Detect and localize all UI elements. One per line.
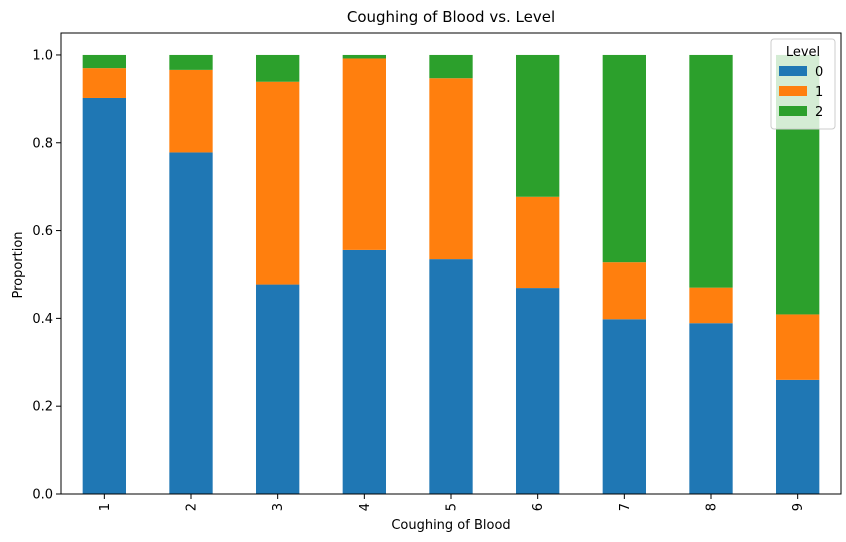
bar-cat-7-level-2 <box>602 54 646 263</box>
legend-label-1: 1 <box>815 85 823 100</box>
x-tick-label: 6 <box>531 503 546 511</box>
bar-cat-6-level-0 <box>516 288 560 494</box>
bar-cat-2-level-0 <box>169 152 213 494</box>
x-axis-label: Coughing of Blood <box>391 518 510 533</box>
x-tick-label: 4 <box>358 503 373 511</box>
bar-cat-6-level-1 <box>516 196 560 289</box>
y-tick-label: 0.6 <box>32 224 53 239</box>
bar-cat-7-level-0 <box>602 319 646 494</box>
bar-cat-1-level-0 <box>82 97 126 494</box>
x-tick-label: 9 <box>791 503 806 511</box>
bar-cat-3-level-1 <box>256 81 300 285</box>
y-tick-label: 0.8 <box>32 136 53 151</box>
x-axis: 1 2 3 4 5 6 7 8 9 <box>98 494 806 511</box>
bar-cat-8-level-2 <box>689 54 733 288</box>
x-tick-label: 5 <box>445 503 460 511</box>
bar-cat-1-level-1 <box>82 68 126 98</box>
bar-cat-4-level-0 <box>342 249 386 494</box>
bar-cat-2-level-2 <box>169 54 213 70</box>
legend-swatch-2 <box>779 106 807 116</box>
y-tick-label: 0.2 <box>32 400 53 415</box>
bar-cat-3-level-0 <box>256 284 300 494</box>
chart-title: Coughing of Blood vs. Level <box>347 8 555 26</box>
bar-cat-1-level-2 <box>82 54 126 69</box>
legend: Level 0 1 2 <box>770 38 836 130</box>
bar-cat-2-level-1 <box>169 69 213 153</box>
bar-cat-6-level-2 <box>516 54 560 197</box>
bar-cat-3-level-2 <box>256 54 300 82</box>
x-tick-label: 2 <box>185 503 200 511</box>
bar-cat-8-level-0 <box>689 323 733 494</box>
x-tick-label: 8 <box>705 503 720 511</box>
x-tick-label: 3 <box>271 503 286 511</box>
bar-cat-8-level-1 <box>689 287 733 324</box>
y-tick-label: 0.0 <box>32 488 53 503</box>
bar-cat-5-level-1 <box>429 78 473 260</box>
bar-cat-4-level-2 <box>342 54 386 59</box>
legend-swatch-1 <box>779 86 807 96</box>
bar-cat-5-level-2 <box>429 54 473 79</box>
y-tick-label: 0.4 <box>32 312 53 327</box>
legend-swatch-0 <box>779 66 807 76</box>
x-tick-label: 7 <box>618 503 633 511</box>
bar-cat-5-level-0 <box>429 259 473 494</box>
y-tick-label: 1.0 <box>32 48 53 63</box>
bar-cat-9-level-0 <box>776 379 820 494</box>
legend-label-2: 2 <box>815 105 823 120</box>
plot-area <box>60 32 842 495</box>
bar-cat-4-level-1 <box>342 58 386 250</box>
x-tick-label: 1 <box>98 503 113 511</box>
y-axis: 0.0 0.2 0.4 0.6 0.8 1.0 <box>32 48 61 503</box>
legend-label-0: 0 <box>815 65 823 80</box>
bar-cat-9-level-1 <box>776 314 820 380</box>
bar-cat-7-level-1 <box>602 262 646 320</box>
legend-title: Level <box>786 45 820 60</box>
y-axis-label: Proportion <box>11 231 26 298</box>
